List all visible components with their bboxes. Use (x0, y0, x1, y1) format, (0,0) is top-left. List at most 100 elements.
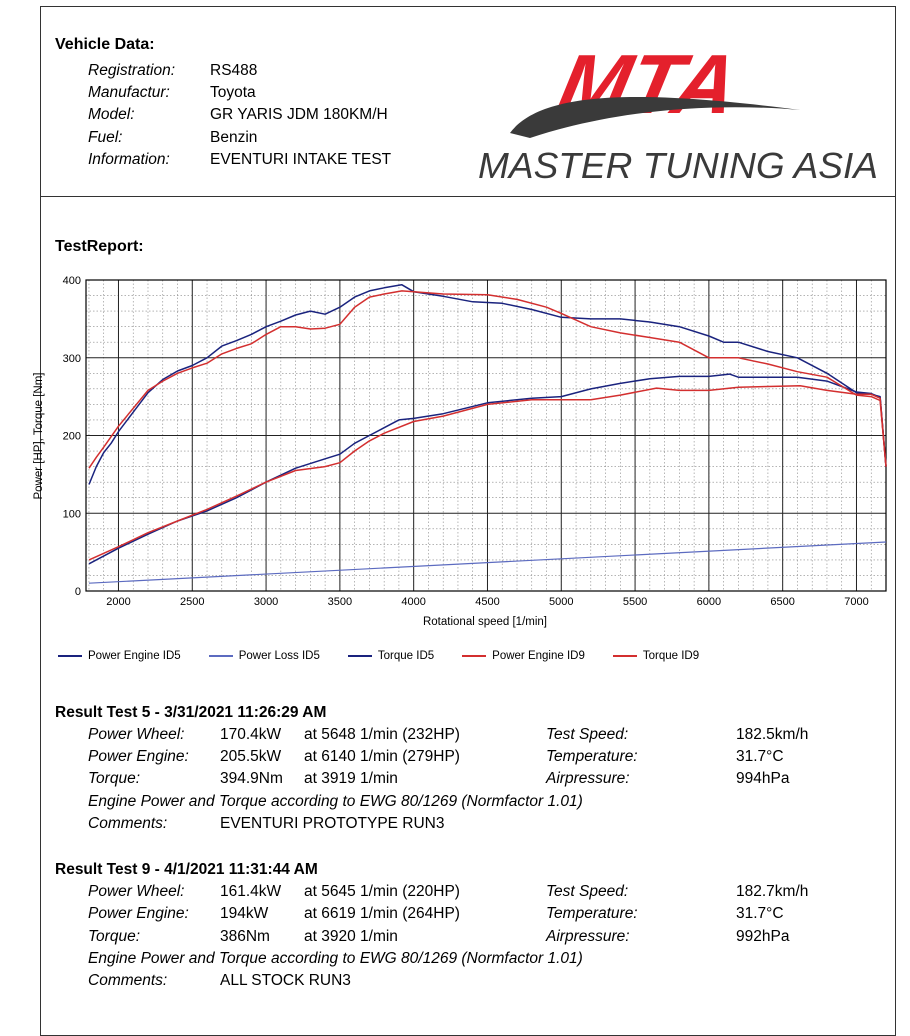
legend-item: Power Loss ID5 (208, 650, 320, 662)
mta-logo: MTA MASTER TUNING ASIA (478, 38, 878, 186)
vehicle-row-model: Model: GR YARIS JDM 180KM/H (88, 104, 388, 126)
comments-label: Comments: (88, 815, 168, 832)
result-key: Temperature: (546, 748, 638, 765)
legend-swatch (208, 655, 233, 657)
legend-swatch (462, 655, 487, 657)
comments-label: Comments: (88, 972, 168, 989)
result-row: Power Engine: 205.5kW at 6140 1/min (279HP… (88, 746, 784, 768)
legend-item: Power Engine ID9 (462, 650, 585, 662)
vehicle-label: Manufactur: (88, 84, 170, 101)
result-row: Power Wheel: 170.4kW at 5648 1/min (232HP)… (88, 724, 808, 746)
result-at: at 6619 1/min (264HP) (304, 905, 460, 922)
legend-swatch (58, 655, 82, 657)
result-value: 394.9Nm (220, 770, 283, 787)
result-row: Power Wheel: 161.4kW at 5645 1/min (220HP)… (88, 881, 808, 903)
result-at: at 3920 1/min (304, 928, 398, 945)
series-line-power-loss-id5 (88, 541, 887, 584)
section-divider (40, 196, 896, 197)
result-key-value: 182.7km/h (736, 883, 809, 900)
result-label: Torque: (88, 928, 140, 945)
result-label: Power Engine: (88, 905, 189, 922)
vehicle-row-manufacturer: Manufactur: Toyota (88, 82, 256, 104)
result-note: Engine Power and Torque according to EWG… (88, 793, 583, 810)
series-line-power-engine-id9 (88, 384, 887, 561)
vehicle-row-fuel: Fuel: Benzin (88, 127, 257, 149)
y-tick-label: 200 (63, 431, 81, 443)
legend-label: Torque ID5 (377, 650, 435, 662)
result-label: Power Wheel: (88, 883, 185, 900)
legend-swatch (347, 655, 372, 657)
vehicle-label: Information: (88, 151, 170, 168)
result-value: 161.4kW (220, 883, 282, 900)
result-value: 205.5kW (220, 748, 282, 765)
result-title: Result Test 5 - 3/31/2021 11:26:29 AM (55, 704, 327, 721)
result-key: Temperature: (546, 905, 638, 922)
y-tick-label: 0 (75, 586, 81, 598)
legend-label: Power Loss ID5 (238, 650, 320, 662)
result-key-value: 992hPa (736, 928, 790, 945)
vehicle-label: Model: (88, 106, 135, 123)
result-key-value: 994hPa (736, 770, 790, 787)
series-group (88, 283, 887, 584)
dyno-chart: 2000 2500 3000 3500 4000 4500 5000 5500 6000 6500… (33, 275, 887, 628)
vehicle-value: GR YARIS JDM 180KM/H (210, 106, 388, 123)
x-tick-label: 4500 (475, 596, 499, 608)
x-tick-label: 2500 (180, 596, 204, 608)
series-line-torque-id5 (88, 283, 887, 485)
x-tick-label: 5500 (623, 596, 647, 608)
result-at: at 5648 1/min (232HP) (304, 726, 460, 743)
comments-value: ALL STOCK RUN3 (220, 972, 351, 989)
result-note: Engine Power and Torque according to EWG… (88, 950, 583, 967)
logo-sub-text: MASTER TUNING ASIA (478, 145, 878, 186)
x-tick-label: 7000 (844, 596, 868, 608)
result-label: Power Wheel: (88, 726, 185, 743)
legend-item: Torque ID5 (347, 650, 435, 662)
logo-swoosh (510, 97, 800, 138)
result-key-value: 182.5km/h (736, 726, 809, 743)
result-at: at 5645 1/min (220HP) (304, 883, 460, 900)
x-axis-label: Rotational speed [1/min] (423, 616, 547, 628)
legend-item: Torque ID9 (612, 650, 699, 662)
vehicle-value: RS488 (210, 62, 258, 79)
series-line-power-engine-id5 (88, 373, 887, 565)
result-comments-row: Comments: EVENTURI PROTOTYPE RUN3 (88, 813, 445, 835)
vehicle-label: Fuel: (88, 129, 123, 146)
result-key-value: 31.7°C (736, 748, 784, 765)
series-line-torque-id9 (88, 290, 887, 469)
result-key: Test Speed: (546, 726, 629, 743)
x-tick-label: 6500 (770, 596, 794, 608)
vehicle-row-information: Information: EVENTURI INTAKE TEST (88, 149, 391, 171)
result-at: at 6140 1/min (279HP) (304, 748, 460, 765)
legend-item: Power Engine ID5 (58, 650, 181, 662)
result-value: 170.4kW (220, 726, 282, 743)
vehicle-value: Benzin (210, 129, 258, 146)
result-label: Torque: (88, 770, 140, 787)
result-at: at 3919 1/min (304, 770, 398, 787)
vehicle-value: EVENTURI INTAKE TEST (210, 151, 392, 168)
x-tick-label: 3000 (254, 596, 278, 608)
x-tick-label: 2000 (106, 596, 130, 608)
result-key-value: 31.7°C (736, 905, 784, 922)
x-tick-label: 3500 (328, 596, 352, 608)
ticks-group: 2000 2500 3000 3500 4000 4500 5000 5500 6000 6500… (63, 275, 869, 608)
result-key: Airpressure: (546, 770, 630, 787)
y-tick-label: 100 (63, 508, 81, 520)
legend-label: Power Engine ID5 (88, 650, 181, 662)
result-row: Torque: 394.9Nm at 3919 1/min Airpressure: 9… (88, 768, 789, 790)
y-tick-label: 400 (63, 275, 81, 287)
result-label: Power Engine: (88, 748, 189, 765)
result-value: 386Nm (220, 928, 270, 945)
vehicle-label: Registration: (88, 62, 176, 79)
test-report-title: TestReport: (55, 238, 144, 255)
legend-label: Power Engine ID9 (492, 650, 585, 662)
x-tick-label: 4000 (401, 596, 425, 608)
result-title: Result Test 9 - 4/1/2021 11:31:44 AM (55, 861, 318, 878)
vehicle-data-title: Vehicle Data: (55, 36, 155, 53)
vehicle-row-registration: Registration: RS488 (88, 60, 257, 82)
comments-value: EVENTURI PROTOTYPE RUN3 (220, 815, 445, 832)
y-tick-label: 300 (63, 353, 81, 365)
x-tick-label: 6000 (697, 596, 721, 608)
vehicle-value: Toyota (210, 84, 256, 101)
result-key: Test Speed: (546, 883, 629, 900)
result-key: Airpressure: (546, 928, 630, 945)
